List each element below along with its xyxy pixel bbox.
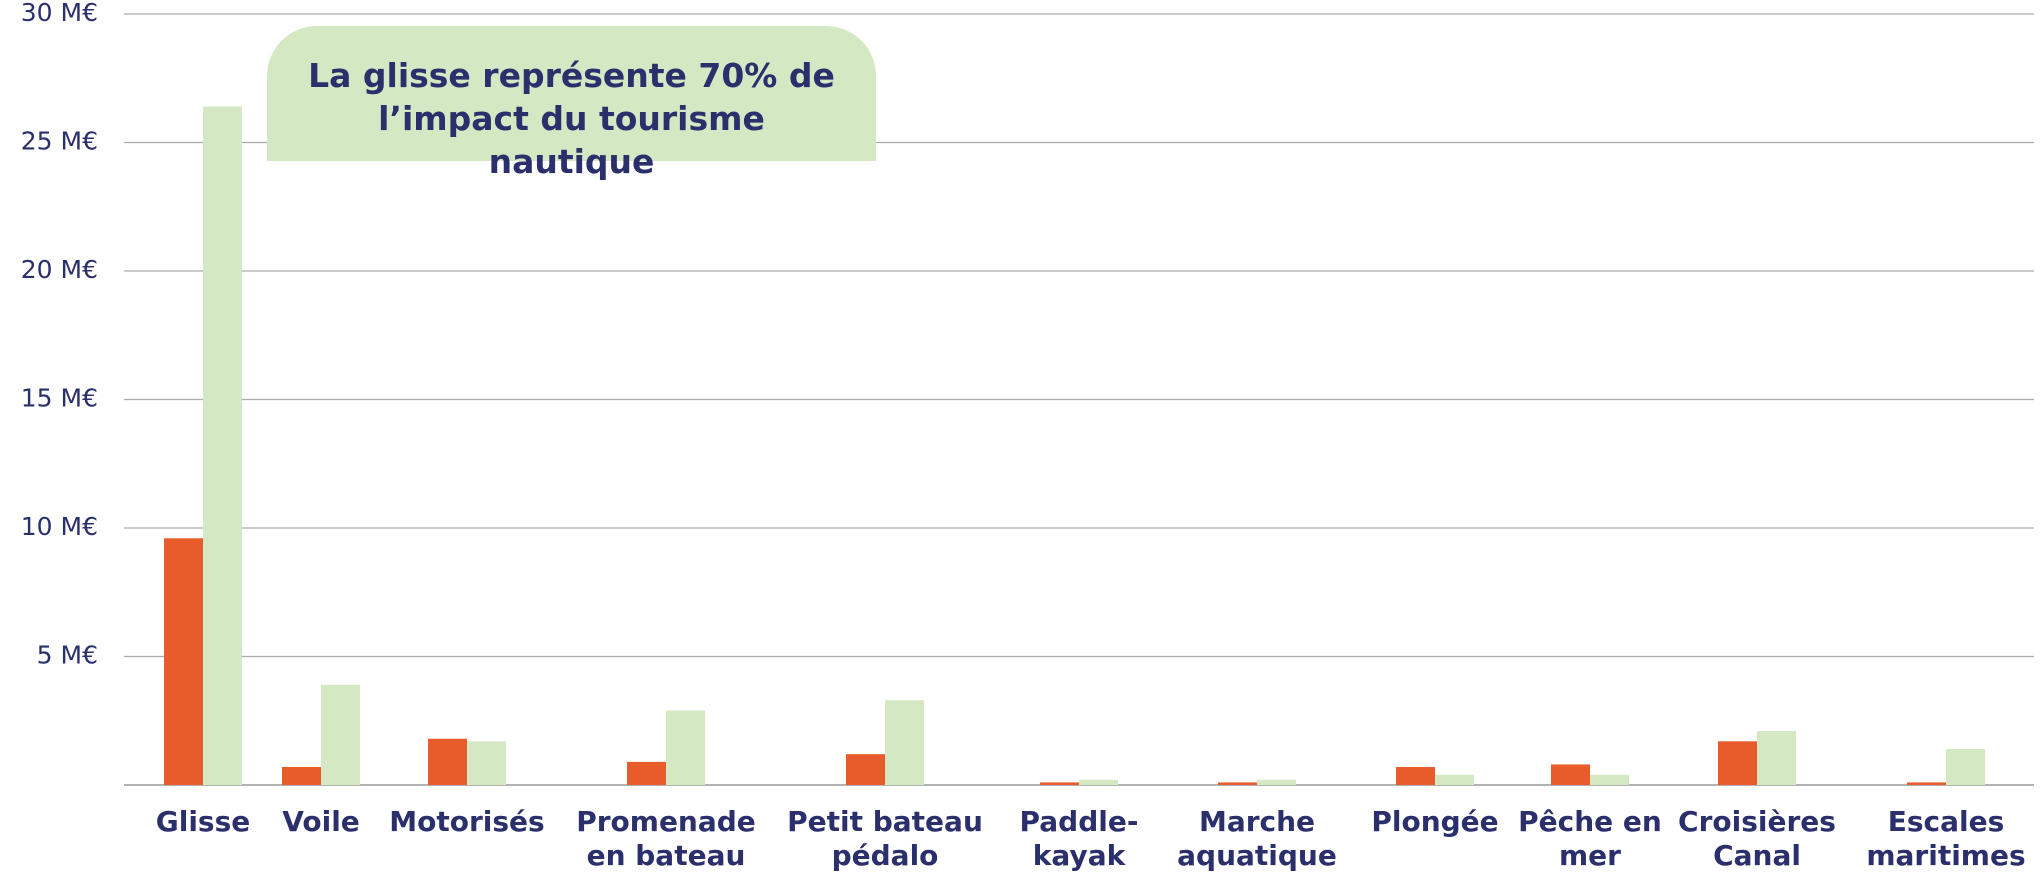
- x-tick-label: Croisières Canal: [1678, 805, 1836, 872]
- y-tick-label: 25 M€: [21, 127, 98, 156]
- bar: [321, 684, 360, 785]
- bar: [467, 741, 506, 785]
- bar: [885, 700, 924, 785]
- bar: [1079, 779, 1118, 785]
- y-tick-label: 5 M€: [37, 641, 98, 670]
- x-tick-label: Promenade en bateau: [576, 805, 756, 872]
- y-tick-label: 15 M€: [21, 384, 98, 413]
- bar: [1218, 782, 1257, 785]
- bar: [1718, 741, 1757, 785]
- y-tick-label: 10 M€: [21, 512, 98, 541]
- x-tick-label: Marche aquatique: [1177, 805, 1337, 872]
- y-tick-label: 20 M€: [21, 255, 98, 284]
- bar: [1907, 782, 1946, 785]
- bar: [846, 754, 885, 785]
- x-tick-label: Motorisés: [389, 805, 545, 838]
- x-tick-label: Escales maritimes: [1866, 805, 2026, 872]
- x-tick-label: Paddle-kayak: [1019, 805, 1139, 872]
- bar: [1551, 764, 1590, 785]
- bar: [1946, 749, 1985, 785]
- bar: [666, 710, 705, 785]
- bar: [164, 538, 203, 785]
- x-tick-label: Petit bateau pédalo: [787, 805, 983, 872]
- bar: [1590, 774, 1629, 785]
- bar: [1435, 774, 1474, 785]
- x-tick-label: Plongée: [1371, 805, 1499, 838]
- bar: [1757, 731, 1796, 785]
- x-tick-label: Glisse: [155, 805, 251, 838]
- x-tick-label: Pêche en mer: [1518, 805, 1662, 872]
- annotation: La glisse représente 70% de l’impact du …: [267, 26, 876, 181]
- bar: [428, 738, 467, 785]
- y-tick-label: 30 M€: [21, 0, 98, 27]
- bar: [1257, 779, 1296, 785]
- bar: [282, 767, 321, 785]
- bar: [627, 761, 666, 785]
- bar: [1396, 767, 1435, 785]
- x-tick-label: Voile: [282, 805, 360, 838]
- bar: [203, 106, 242, 785]
- bar: [1040, 782, 1079, 785]
